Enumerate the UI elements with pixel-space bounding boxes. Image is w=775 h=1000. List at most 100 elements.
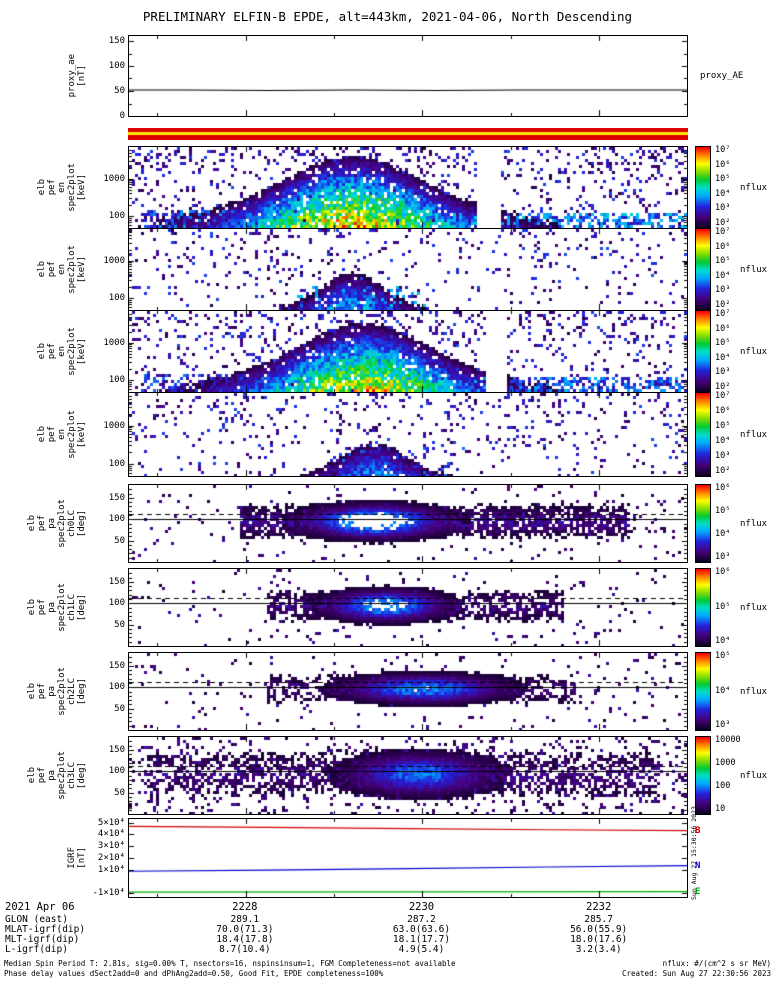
colorbar-elb_pef_en_spec2plot_c [695,310,711,393]
annotation-value: 3.2(3.4) [575,944,622,955]
ytick-label: 150 [108,492,125,503]
annotation-row-label: MLT-igrf(dip) [5,934,80,945]
colorbar-tick-label: 10⁶ [715,483,731,493]
axis-title-line: pa [47,518,57,529]
axis-title-line: en [57,182,67,193]
colorbar-elb_pef_en_spec2plot_d [695,392,711,477]
ytick-label: 50 [114,535,125,546]
colorbar-tick-label: 10⁵ [715,256,731,267]
axis-title-line: elb [27,515,37,532]
colorbar-elb_pef_pa_spec2plot_ch0LC [695,484,711,563]
colorbar-unit-label: nflux [740,346,768,357]
axis-title-line: pef [37,767,47,784]
axis-title-line: ch0LC [67,509,77,538]
plot-canvas-spin_quality_flag [128,128,688,140]
annotation-value: 70.0(71.3) [216,924,274,935]
axis-title-line: IGRF [67,847,77,869]
axis-title-line: pa [47,770,57,781]
series-label-N: N [695,860,701,871]
colorbar-elb_pef_pa_spec2plot_ch3LC [695,736,711,815]
axis-title-elb_pef_en_spec2plot_d: elb pef en spec2plot [keV] [23,393,87,476]
ytick-label: 50 [114,86,125,96]
colorbar-tick-label: 10⁶ [715,241,731,252]
colorbar-tick-label: 10000 [715,735,741,745]
axis-title-line: spec2plot [57,667,67,716]
annotation-value: 4.9(5.4) [398,944,445,955]
axis-title-line: elb [37,179,47,196]
ytick-label: 50 [114,619,125,630]
colorbar-tick-label: 10⁴ [715,352,731,363]
axis-title-line: spec2plot [67,245,77,294]
colorbar-tick-label: 10⁵ [715,174,731,185]
axis-title-line: [keV] [77,173,87,202]
panel-energy-spec-1: elb pef en spec2plot [keV] 100 1000 10⁷ 10⁶ 10⁵ 10… [37,146,767,229]
footer-units-created: nflux: #/(cm^2 s sr MeV) Created: Sun Au… [622,959,771,978]
colorbar-tick-label: 10⁶ [715,159,731,170]
colorbar-tick-label: 10⁷ [715,309,731,319]
time-tick-label: 2232 [586,901,612,913]
axis-title-line: ch2LC [67,677,77,706]
axis-title-line: ch3LC [67,761,77,790]
footer-created: Created: Sun Aug 27 22:30:56 2023 [621,968,771,978]
ytick-label: 1000 [103,337,125,348]
colorbar-unit-label: nflux [740,602,768,613]
footer-units: nflux: #/(cm^2 s sr MeV) [662,959,771,968]
plot-canvas-elb_pef_pa_spec2plot_ch1LC [129,569,687,646]
ytick-label: 100 [108,211,125,222]
ytick-label: -1×10⁴ [92,888,125,899]
panel-energy-spec-4: elb pef en spec2plot [keV] 100 1000 10⁷ 10⁶ 10⁵ 10… [37,392,767,477]
plot-canvas-elb_pef_pa_spec2plot_ch3LC [129,737,687,814]
ytick-label: 150 [108,744,125,755]
colorbar-tick-label: 10⁴ [715,436,731,446]
annotation-row-3: L-igrf(dip) 8.7(10.4) 4.9(5.4) 3.2(3.4) [0,944,775,955]
colorbar-unit-label: nflux [740,264,768,275]
colorbar-tick-label: 10² [715,300,731,310]
plot-canvas-proxy_ae [129,36,687,116]
axis-title-line: spec2plot [57,583,67,632]
ytick-label: 100 [108,293,125,304]
axis-title-elb_pef_en_spec2plot_c: elb pef en spec2plot [keV] [23,311,87,392]
axis-title-line: [keV] [77,420,87,449]
colorbar-tick-label: 10³ [715,451,731,461]
date-label: 2021 Apr 06 [5,901,75,913]
annotation-value: 285.7 [584,914,613,925]
panel-quality-flag-bar [128,128,688,140]
axis-title-line: spec2plot [67,410,77,459]
colorbar-unit-label: nflux [740,182,768,193]
colorbar-tick-label: 10⁷ [715,391,731,401]
panel-energy-spec-3: elb pef en spec2plot [keV] 100 1000 10⁷ 10⁶ 10⁵ 10… [37,310,767,393]
panel-energy-spec-2: elb pef en spec2plot [keV] 100 1000 10⁷ 10⁶ 10⁵ 10… [37,228,767,311]
ytick-label: 150 [108,576,125,587]
ytick-label: 1000 [103,420,125,431]
colorbar-tick-label: 10⁶ [715,323,731,334]
panel-pitchangle-ch0lc: elb pef pa spec2plot ch0LC [deg] 50 100 150 10⁶ 10… [27,484,767,563]
footer-line-1: Median Spin Period T: 2.81s, sig=0.00% T… [4,959,456,968]
axis-title-line: [keV] [77,255,87,284]
colorbar-tick-label: 10⁴ [715,270,731,281]
panel-pitchangle-ch3lc: elb pef pa spec2plot ch3LC [deg] 50 100 150 10000… [27,736,767,815]
ytick-label: 150 [108,36,125,46]
axis-title-line: elb [37,343,47,360]
colorbar-elb_pef_en_spec2plot_b [695,228,711,311]
axis-title-line: [deg] [77,593,87,622]
axis-title-line: [deg] [77,509,87,538]
axis-title-line: spec2plot [57,499,67,548]
colorbar-tick-label: 10 [715,804,726,814]
colorbar-unit-label: nflux [740,770,768,781]
annotation-value: 8.7(10.4) [219,944,271,955]
colorbar-elb_pef_en_spec2plot_a [695,146,711,229]
axis-title-elb_pef_en_spec2plot_a: elb pef en spec2plot [keV] [23,147,87,228]
colorbar-tick-label: 10³ [715,367,731,378]
annotation-value: 287.2 [407,914,436,925]
colorbar-tick-label: 10³ [715,552,731,562]
colorbar-tick-label: 10⁴ [715,636,731,646]
time-tick-label: 2230 [408,901,435,913]
colorbar-tick-label: 10² [715,466,731,476]
ytick-label: 2×10⁴ [97,853,125,863]
axis-title-elb_pef_pa_spec2plot_ch1LC: elb pef pa spec2plot ch1LC [deg] [23,569,87,646]
annotation-row-label: MLAT-igrf(dip) [5,924,86,935]
ytick-label: 100 [108,514,125,525]
colorbar-tick-label: 10⁶ [715,567,731,577]
ytick-label: 150 [108,660,125,671]
panel-pitchangle-ch2lc: elb pef pa spec2plot ch2LC [deg] 50 100 150 10⁵ 10… [27,652,767,731]
